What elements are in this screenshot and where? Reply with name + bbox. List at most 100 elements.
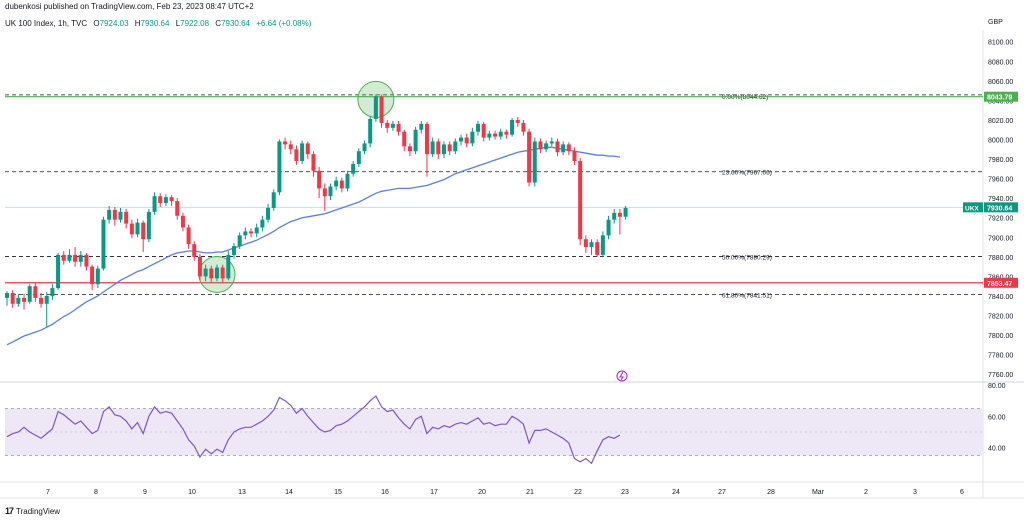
y-tick-label: 7920.00 [988, 216, 1013, 223]
candle-body [538, 141, 543, 150]
rsi-tick-label: 80.00 [988, 383, 1006, 390]
candle-body [379, 96, 384, 123]
candle-body [197, 256, 202, 277]
candle-body [249, 231, 254, 234]
last-price-label-symbol: UKX [965, 205, 979, 212]
candle-body [186, 227, 191, 245]
y-tick-label: 7900.00 [988, 235, 1013, 242]
fib-level-label: 50.00%(7880.29) [722, 255, 772, 262]
candle-body [146, 211, 151, 240]
candle-body [124, 211, 129, 224]
candle-body [612, 212, 617, 220]
y-tick-label: 8040.00 [988, 98, 1013, 105]
open-label: O [93, 19, 100, 28]
candle-body [237, 235, 242, 247]
y-tick-label: 7780.00 [988, 353, 1013, 360]
candle-body [441, 144, 446, 155]
candle-body [180, 215, 185, 228]
candle-body [617, 212, 622, 217]
candle-body [413, 129, 418, 152]
candle-body [453, 141, 458, 152]
x-tick-label: 14 [285, 489, 293, 496]
candle-body [566, 144, 571, 152]
candle-body [44, 295, 49, 304]
symbol-name[interactable]: UK 100 Index, 1h, TVC [5, 19, 88, 28]
candle-body [407, 146, 412, 152]
candle-body [61, 254, 66, 261]
y-tick-label: 7800.00 [988, 333, 1013, 340]
x-tick-label: 6 [960, 489, 964, 496]
fib-level-label: 61.80%(7841.51) [722, 292, 772, 299]
candle-body [283, 141, 288, 145]
fib-level-label: 0.00%(8044.62) [722, 94, 768, 101]
candle-body [107, 209, 112, 220]
red-level-label: 7853.47 [987, 281, 1012, 288]
candle-body [436, 141, 441, 155]
candle-body [169, 197, 174, 202]
candle-body [277, 141, 282, 193]
close-value: 7930.64 [221, 19, 250, 28]
candle-body [118, 211, 123, 220]
published-info: dubenkosi published on TradingView.com, … [5, 2, 254, 11]
y-tick-label: 7940.00 [988, 196, 1013, 203]
candle-body [493, 133, 498, 137]
symbol-legend: UK 100 Index, 1h, TVC O7924.03 H7930.64 … [5, 19, 311, 28]
green-level-label-bg [984, 91, 1018, 102]
red-level-label-bg [984, 277, 1018, 288]
candle-body [583, 239, 588, 248]
candle-body [243, 231, 248, 236]
x-tick-label: 8 [94, 489, 98, 496]
candle-body [362, 143, 367, 152]
candle-body [317, 170, 322, 189]
candle-body [50, 288, 55, 296]
candle-body [305, 143, 310, 155]
tradingview-footer[interactable]: 17 TradingView [5, 506, 60, 516]
candle-body [419, 123, 424, 130]
candle-body [476, 123, 481, 132]
candle-body [459, 137, 463, 142]
candle-body [226, 254, 231, 279]
candle-body [311, 154, 316, 171]
tradingview-logo-icon: 17 [5, 506, 14, 516]
candle-body [209, 268, 214, 279]
candle-body [16, 297, 21, 304]
candle-body [356, 151, 361, 164]
candle-body [606, 219, 611, 236]
candle-body [390, 123, 395, 128]
rsi-line [6, 395, 621, 465]
candle-body [623, 207, 628, 217]
candle-body [254, 227, 259, 234]
y-tick-label: 7960.00 [988, 177, 1013, 184]
candle-body [322, 188, 327, 197]
candle-body [203, 268, 208, 277]
candle-body [368, 118, 373, 144]
candle-body [385, 122, 390, 128]
x-tick-label: Mar [812, 489, 825, 496]
x-tick-label: 17 [430, 489, 438, 496]
candle-body [561, 144, 566, 153]
candle-body [328, 186, 333, 197]
lightning-icon [616, 370, 628, 382]
candle-body [396, 123, 401, 132]
x-tick-label: 27 [718, 489, 726, 496]
x-tick-label: 13 [238, 489, 246, 496]
y-tick-label: 7760.00 [988, 372, 1013, 379]
y-tick-label: 8020.00 [988, 118, 1013, 125]
candle-body [572, 151, 577, 162]
candle-body [527, 131, 532, 183]
candle-body [5, 293, 9, 298]
x-tick-label: 7 [46, 489, 50, 496]
candle-body [600, 235, 605, 255]
low-value: 7922.08 [180, 19, 210, 28]
candle-body [595, 242, 600, 255]
low-label: L [175, 19, 181, 28]
candle-body [470, 131, 475, 144]
candle-body [373, 96, 378, 119]
x-tick-label: 3 [913, 489, 917, 496]
candle-body [192, 244, 197, 257]
y-tick-label: 7840.00 [988, 294, 1013, 301]
candle-body [135, 222, 140, 235]
y-tick-label: 8100.00 [988, 40, 1013, 47]
candle-body [578, 161, 583, 240]
